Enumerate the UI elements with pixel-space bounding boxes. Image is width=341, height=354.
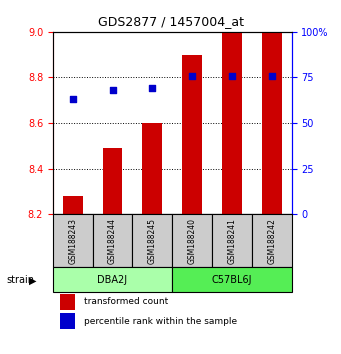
Text: GSM188241: GSM188241 <box>227 218 236 264</box>
Bar <box>172 214 212 267</box>
Point <box>70 97 75 102</box>
Text: GSM188244: GSM188244 <box>108 218 117 264</box>
Bar <box>63 196 83 214</box>
Text: GDS2877 / 1457004_at: GDS2877 / 1457004_at <box>98 15 243 28</box>
Text: percentile rank within the sample: percentile rank within the sample <box>84 316 237 326</box>
Bar <box>53 267 172 292</box>
Bar <box>262 32 282 214</box>
Bar <box>93 214 132 267</box>
Bar <box>182 55 202 214</box>
Point <box>150 86 155 91</box>
Bar <box>53 214 93 267</box>
Point <box>229 73 235 79</box>
Text: GSM188242: GSM188242 <box>267 218 276 264</box>
Text: GSM188245: GSM188245 <box>148 218 157 264</box>
Bar <box>172 267 292 292</box>
Text: GSM188240: GSM188240 <box>188 218 197 264</box>
Bar <box>212 214 252 267</box>
Bar <box>132 214 172 267</box>
Point <box>269 73 275 79</box>
Bar <box>222 32 242 214</box>
Text: transformed count: transformed count <box>84 297 168 307</box>
Point <box>110 87 115 93</box>
Bar <box>252 214 292 267</box>
Text: C57BL6J: C57BL6J <box>212 275 252 285</box>
Bar <box>143 123 162 214</box>
Bar <box>103 148 122 214</box>
Point <box>189 73 195 79</box>
Text: ▶: ▶ <box>29 275 36 285</box>
Text: DBA2J: DBA2J <box>98 275 128 285</box>
Text: strain: strain <box>7 275 35 285</box>
Text: GSM188243: GSM188243 <box>68 218 77 264</box>
